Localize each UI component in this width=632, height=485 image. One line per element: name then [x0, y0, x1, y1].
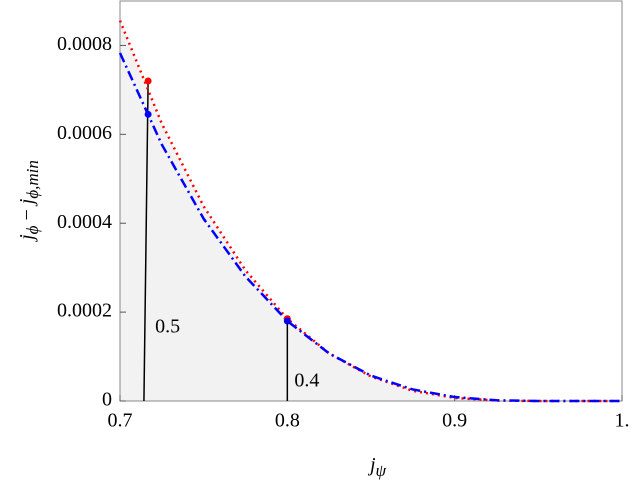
blue-point: [283, 317, 291, 325]
series-line: [118, 52, 622, 403]
y-tick-label: 0.0008: [57, 33, 112, 55]
shaded-area: [120, 20, 622, 402]
plot-frame: [119, 0, 623, 402]
y-tick-label: 0.0004: [57, 211, 112, 233]
y-label-main2: j: [16, 198, 38, 207]
y-tick-label: 0.0002: [57, 300, 112, 322]
blue-point: [144, 110, 152, 118]
annotation-line: [143, 80, 149, 402]
x-tick-label: 0.7: [108, 410, 133, 432]
x-axis-label: jψ: [367, 454, 387, 480]
y-label-sub: ϕ: [23, 225, 42, 234]
x-label-sub: ψ: [376, 461, 387, 480]
x-tick-label: 1.: [615, 410, 630, 432]
y-tick-label: 0: [102, 389, 112, 411]
y-label-op: −: [16, 204, 38, 225]
x-tick-label: 0.8: [275, 410, 300, 432]
y-tick-label: 0.0006: [57, 122, 112, 144]
x-tick-label: 0.9: [442, 410, 467, 432]
y-axis-label: jϕ − jϕ,min: [16, 160, 42, 243]
red-point: [144, 77, 152, 85]
annotation-label: 0.5: [155, 316, 180, 338]
y-label-main: j: [16, 234, 38, 243]
y-label-sub2: ϕ,min: [23, 160, 42, 199]
annotation-label: 0.4: [294, 369, 319, 391]
x-label-main: j: [367, 454, 376, 476]
